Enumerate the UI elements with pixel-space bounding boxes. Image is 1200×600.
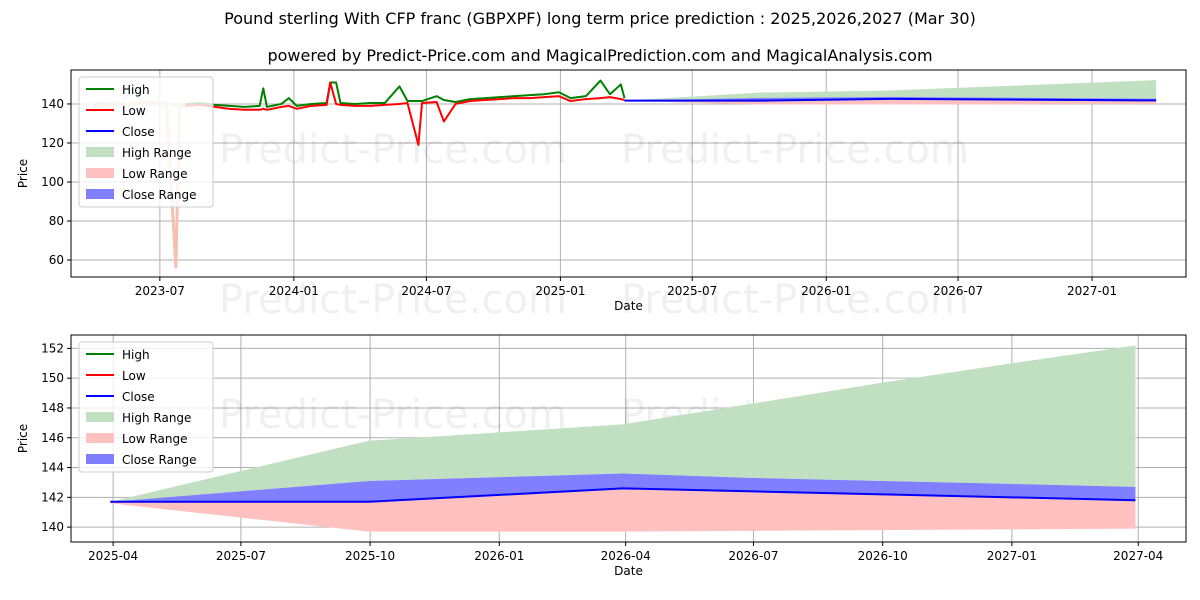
chart-title: Pound sterling With CFP franc (GBPXPF) l… [224,9,976,28]
x-tick-label: 2025-07 [667,284,717,298]
x-tick-label: 2024-07 [401,284,451,298]
x-tick-label: 2023-07 [135,284,185,298]
legend-swatch-high-range [86,147,114,157]
legend-label: Low Range [122,167,187,181]
legend-swatch-high-range [86,412,114,422]
x-tick-label: 2025-10 [345,549,395,563]
legend: High Low Close High Range Low Range Close Ran… [78,341,214,473]
y-axis-label: Price [16,424,30,453]
plot-frame [70,334,1187,543]
y-tick-label: 144 [41,461,64,475]
y-tick-label: 150 [41,371,64,385]
legend-label: Close [122,390,155,404]
x-tick-label: 2026-07 [933,284,983,298]
y-tick-label: 142 [41,490,64,504]
high-range-area [624,80,1157,101]
y-tick-label: 140 [41,97,64,111]
legend-label: High Range [122,411,191,425]
legend-label: Close [122,125,155,139]
legend-swatch-close-range [86,189,114,199]
legend-label: Low [122,104,146,118]
x-tick-label: 2025-01 [535,284,585,298]
plot-frame [70,69,1187,278]
watermark: Predict-Price.com [621,277,969,323]
watermark: Predict-Price.com [621,127,969,173]
legend-swatch-low-range [86,433,114,443]
legend: High Low Close High Range Low Range Close Ran… [78,76,214,208]
watermark: Predict-Price.com [219,392,567,438]
legend-label: Close Range [122,188,197,202]
y-axis-label: Price [16,159,30,188]
x-tick-label: 2025-04 [88,549,138,563]
x-tick-label: 2026-10 [858,549,908,563]
x-tick-label: 2026-04 [601,549,651,563]
y-tick-label: 152 [41,341,64,355]
chart-2: 140 142 144 146 148 150 152 2025-04 2025-07 2025-… [16,334,1187,578]
x-tick-label: 2027-01 [1067,284,1117,298]
x-axis-label: Date [614,564,643,578]
x-tick-label: 2026-01 [801,284,851,298]
x-tick-label: 2025-07 [216,549,266,563]
watermark: Predict-Price.com [219,277,567,323]
y-tick-label: 60 [49,253,64,267]
history-low-line [185,81,625,146]
y-tick-label: 80 [49,214,64,228]
legend-swatch-low-range [86,168,114,178]
x-tick-label: 2027-01 [987,549,1037,563]
x-axis-label: Date [614,299,643,313]
legend-swatch-close-range [86,454,114,464]
high-range-area [110,345,1136,502]
legend-label: High [122,83,150,97]
x-tick-label: 2026-01 [474,549,524,563]
forecast-close-line [624,97,1157,102]
x-tick-label: 2027-04 [1113,549,1163,563]
chart-subtitle: powered by Predict-Price.com and Magical… [267,46,933,65]
x-tick-label: 2026-07 [728,549,778,563]
legend-label: Low [122,369,146,383]
low-range-area [110,488,1136,532]
legend-label: Close Range [122,453,197,467]
legend-label: Low Range [122,432,187,446]
legend-label: High [122,348,150,362]
y-tick-label: 148 [41,401,64,415]
forecast-close-line [110,487,1136,503]
chart-1: 60 80 100 120 140 2023-07 2024-01 2024-07 2025-0… [16,69,1187,323]
x-tick-label: 2024-01 [269,284,319,298]
y-tick-label: 140 [41,520,64,534]
y-tick-label: 146 [41,431,64,445]
y-tick-label: 120 [41,136,64,150]
history-high-line [185,79,626,108]
legend-label: High Range [122,146,191,160]
watermark: Predict-Price.com [219,127,567,173]
y-tick-label: 100 [41,175,64,189]
